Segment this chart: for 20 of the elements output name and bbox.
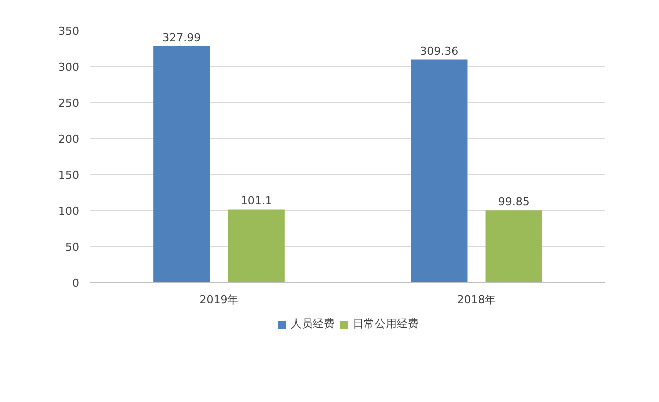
bar — [228, 210, 285, 282]
legend-label: 人员经费 — [291, 316, 335, 332]
y-tick-label: 300 — [58, 61, 80, 74]
bar — [411, 60, 468, 282]
y-tick-label: 200 — [58, 133, 80, 146]
bar — [154, 46, 210, 282]
y-tick-label: 100 — [58, 205, 80, 218]
y-tick-label: 150 — [58, 169, 80, 182]
x-tick-label: 2018年 — [457, 294, 496, 306]
y-tick-label: 250 — [58, 97, 80, 110]
data-label: 99.85 — [498, 196, 530, 209]
y-tick-label: 50 — [66, 241, 80, 254]
y-tick-label: 350 — [58, 25, 80, 38]
bar — [486, 210, 542, 282]
x-tick-label: 2019年 — [200, 294, 239, 306]
data-label: 309.36 — [420, 44, 459, 58]
y-tick-label: 0 — [72, 277, 80, 290]
data-label: 327.99 — [162, 31, 202, 44]
legend-label: 日常公用经费 — [353, 316, 419, 332]
data-label: 101.1 — [240, 194, 272, 208]
